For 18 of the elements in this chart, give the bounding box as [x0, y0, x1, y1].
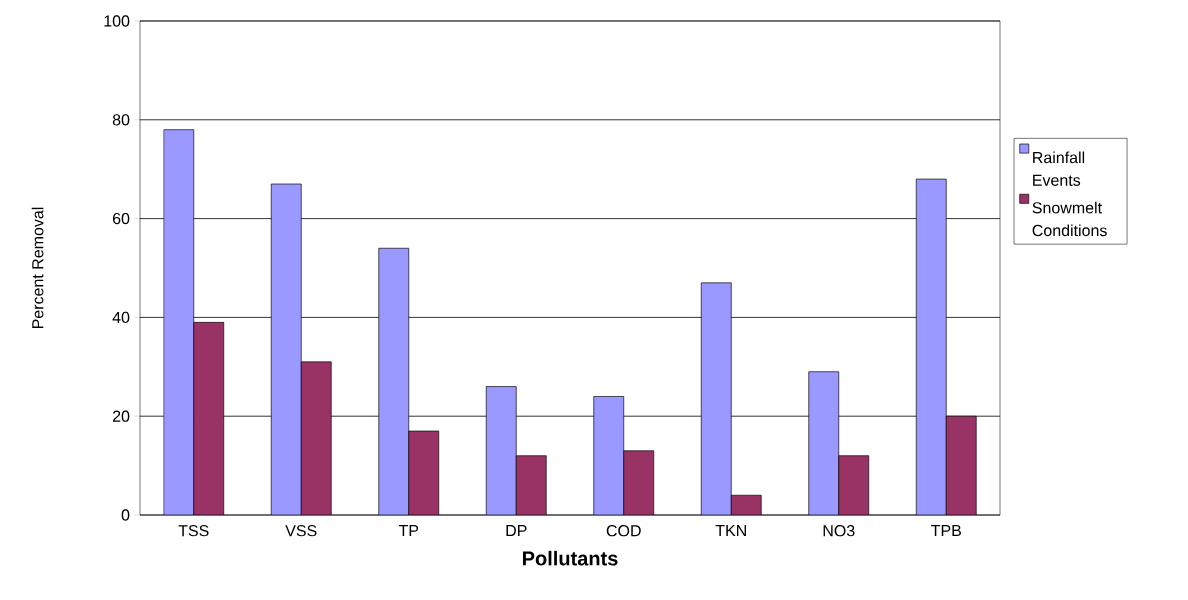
y-tick-label: 40	[112, 311, 130, 324]
y-tick-label: 80	[112, 114, 130, 126]
x-tick-label: NO3	[823, 525, 855, 537]
x-tick-label: COD	[606, 525, 641, 537]
y-axis-title: Percent Removal	[31, 207, 44, 329]
x-tick-label: TKN	[715, 525, 746, 537]
y-tick-label: 0	[121, 509, 130, 521]
x-tick-label: TP	[398, 525, 419, 537]
x-tick-label: TPB	[931, 525, 961, 537]
y-tick-label: 100	[104, 15, 130, 27]
legend-label: Rainfall Events	[1033, 151, 1085, 186]
y-tick-label: 60	[112, 212, 130, 225]
x-tick-label: TSS	[178, 525, 209, 537]
legend-label: Snowmelt Conditions	[1032, 201, 1107, 237]
x-axis-title: Pollutants	[523, 550, 618, 566]
x-tick-label: DP	[506, 525, 527, 537]
y-tick-label: 20	[112, 410, 130, 422]
x-tick-label: VSS	[285, 525, 317, 537]
